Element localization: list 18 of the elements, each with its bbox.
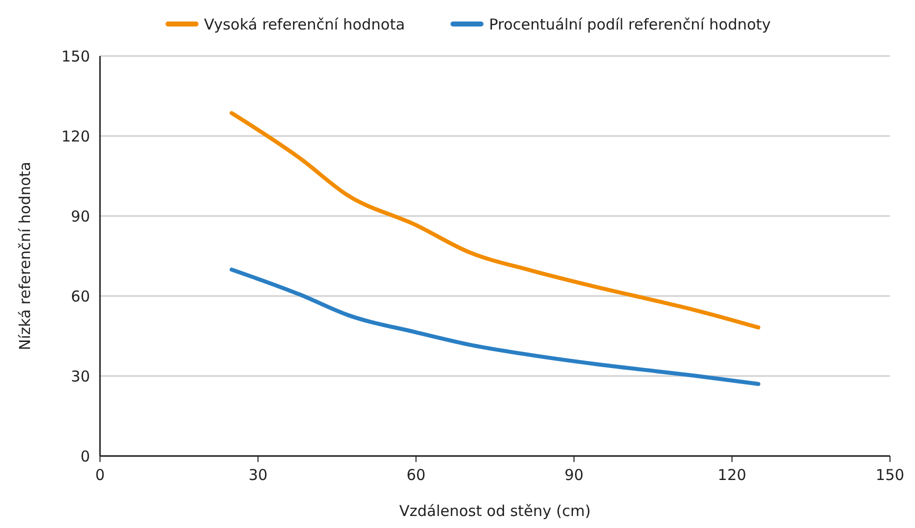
x-tick-label: 90 [564,466,584,484]
y-tick-label: 150 [61,47,90,66]
y-tick-label: 0 [80,447,90,466]
y-tick-label: 60 [70,287,90,306]
x-tick-label: 120 [718,466,746,484]
x-tick-label: 60 [406,466,426,484]
x-tick-label: 150 [876,466,904,484]
y-tick-label: 90 [70,207,90,226]
x-tick-label: 30 [248,466,268,484]
line-series [230,111,760,330]
line-series [230,268,760,386]
y-tick-label: 120 [61,127,90,146]
y-tick-label: 30 [70,367,90,386]
legend-label: Vysoká referenční hodnota [204,15,405,34]
x-tick-label: 0 [95,466,105,484]
x-axis-title: Vzdálenost od stěny (cm) [399,502,591,520]
legend-label: Procentuální podíl referenční hodnoty [489,15,771,34]
y-axis-title: Nízká referenční hodnota [16,162,34,350]
